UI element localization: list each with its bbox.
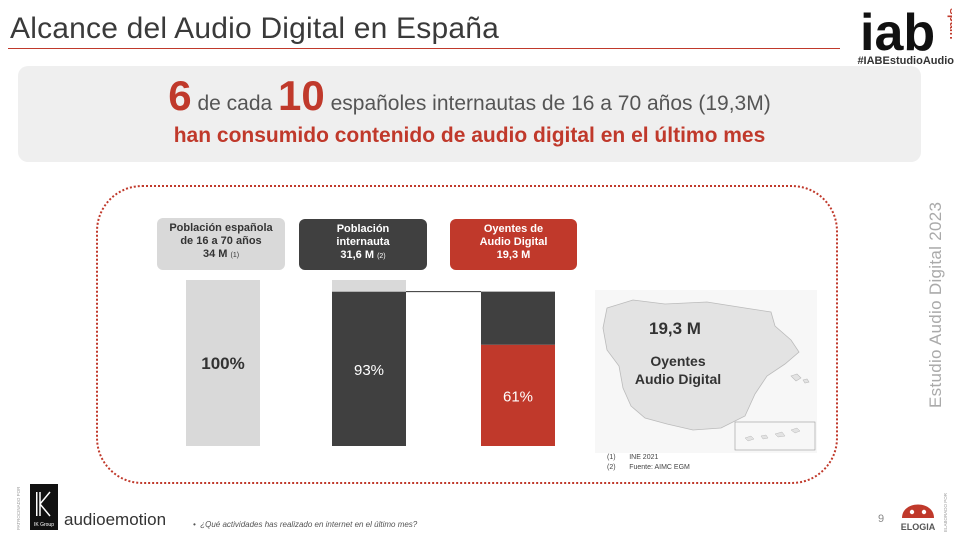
patrocinado-label: PATROCINADO POR	[16, 486, 21, 530]
headline-text2: españoles internautas de 16 a 70 años (1…	[324, 92, 771, 115]
canary-inset	[734, 421, 816, 451]
bar-3-value-label: 61%	[503, 388, 533, 405]
bar-3-segment-2	[481, 291, 555, 345]
elaborado-label: ELABORADO POR	[943, 492, 948, 532]
canary-islands-shape	[744, 427, 801, 442]
logo-subtext: spain	[947, 8, 952, 39]
iab-spain-logo: iab spain	[860, 6, 952, 56]
headline-text1: de cada	[191, 92, 279, 115]
hashtag: #IABEstudioAudio	[857, 55, 954, 67]
page-title: Alcance del Audio Digital en España	[10, 12, 499, 45]
category-label-internauta: Población internauta 31,6 M (2)	[299, 219, 427, 270]
bar-1-segment-1	[186, 280, 260, 446]
chart-frame	[96, 185, 838, 484]
category-label-oyentes: Oyentes de Audio Digital 19,3 M	[450, 219, 577, 270]
elogia-logo: ELOGIA	[901, 504, 936, 532]
map-value: 19,3 M	[649, 319, 701, 338]
bar-2-segment-1	[332, 291, 406, 446]
note-1: (1) INE 2021	[607, 454, 659, 461]
elogia-text: ELOGIA	[901, 522, 936, 532]
logo-text: iab	[860, 6, 935, 56]
headline-line2: han consumido contenido de audio digital…	[173, 124, 766, 147]
map-label: Oyentes Audio Digital	[634, 353, 722, 387]
bar-1-value-label: 100%	[201, 354, 244, 373]
vertical-study-title: Estudio Audio Digital 2023	[926, 201, 945, 408]
bar-3-segment-1	[481, 344, 555, 446]
footnote: • ¿Qué actividades has realizado en inte…	[193, 520, 418, 529]
ikgroup-text: IK Group	[34, 522, 54, 528]
headline-box: 6 de cada 10 españoles internautas de 16…	[18, 66, 921, 162]
headline-num2: 10	[278, 72, 325, 119]
spain-map	[595, 290, 817, 453]
balearic-islands-shape	[790, 373, 810, 384]
bar-2-value-label: 93%	[354, 362, 384, 379]
ikgroup-logo: IK Group	[30, 484, 58, 530]
category-label-poblacion: Población española de 16 a 70 años 34 M …	[157, 218, 285, 270]
note-2: (2) Fuente: AIMC EGM	[607, 464, 690, 471]
headline-line1: 6 de cada 10 españoles internautas de 16…	[18, 72, 921, 120]
bar-2-segment-2	[332, 280, 406, 292]
title-divider	[8, 48, 840, 49]
page-number: 9	[878, 513, 885, 525]
headline-num1: 6	[168, 72, 192, 119]
audioemotion-logo: audioemotion	[64, 510, 167, 529]
spain-mainland-shape	[602, 299, 800, 431]
